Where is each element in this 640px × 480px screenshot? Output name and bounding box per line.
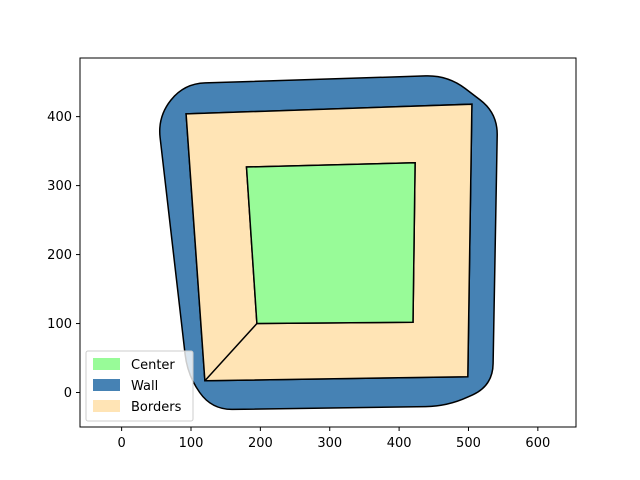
legend-label-center: Center	[131, 358, 175, 373]
legend-label-borders: Borders	[131, 400, 182, 415]
corner-connector-line	[204, 323, 258, 382]
y-axis: 0 100 200 300 400	[47, 110, 80, 401]
x-tick-label: 500	[456, 436, 481, 451]
x-tick-label: 600	[525, 436, 550, 451]
y-tick-label: 100	[47, 317, 72, 332]
axes-frame	[79, 57, 577, 428]
legend-swatch-borders	[93, 400, 120, 412]
x-tick-label: 300	[317, 436, 342, 451]
y-tick-label: 0	[64, 386, 72, 401]
x-tick-label: 200	[248, 436, 273, 451]
legend-label-wall: Wall	[131, 379, 158, 394]
y-tick-label: 400	[47, 110, 72, 125]
plot-area	[158, 75, 498, 411]
center-region	[245, 162, 416, 325]
x-tick-label: 0	[117, 436, 125, 451]
x-tick-label: 400	[387, 436, 412, 451]
y-tick-label: 200	[47, 248, 72, 263]
x-tick-label: 100	[179, 436, 204, 451]
legend-swatch-center	[93, 358, 120, 370]
x-axis: 0 100 200 300 400 500 600	[117, 427, 550, 451]
y-tick-label: 300	[47, 179, 72, 194]
legend: Center Wall Borders	[85, 350, 194, 422]
legend-swatch-wall	[93, 379, 120, 391]
